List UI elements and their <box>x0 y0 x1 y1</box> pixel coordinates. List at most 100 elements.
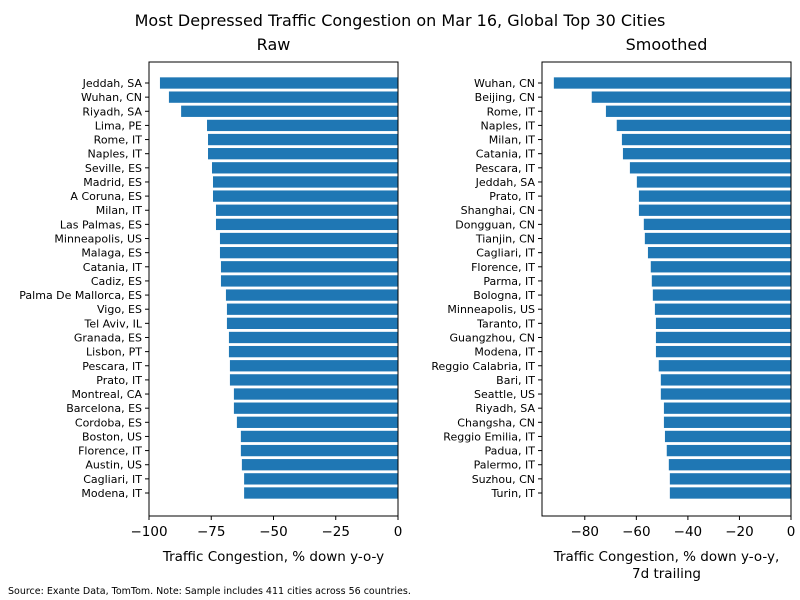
smoothed-bars <box>553 77 791 499</box>
smoothed-bar <box>644 232 791 245</box>
raw-bar <box>208 148 398 160</box>
smoothed-panel-title: Smoothed <box>626 35 708 54</box>
raw-bar <box>212 176 398 188</box>
raw-bar <box>236 416 398 428</box>
raw-bar <box>219 247 398 259</box>
smoothed-y-tick-label: Riyadh, SA <box>475 402 535 415</box>
raw-y-tick-label: Barcelona, ES <box>66 402 142 415</box>
raw-y-tick-label: Catania, IT <box>83 261 142 274</box>
smoothed-bar <box>660 374 791 386</box>
smoothed-y-tick-label: Prato, IT <box>489 190 535 203</box>
raw-bar <box>219 232 398 245</box>
raw-bar <box>208 133 398 146</box>
raw-bar <box>240 444 398 457</box>
raw-y-tick-label: Naples, IT <box>88 148 143 161</box>
smoothed-x-tick-label: −40 <box>674 524 703 540</box>
raw-x-axis-label: Traffic Congestion, % down y-o-y <box>162 549 384 565</box>
raw-y-tick-label: Las Palmas, ES <box>60 218 142 231</box>
smoothed-y-tick-label: Milan, IT <box>489 134 536 147</box>
raw-y-tick-label: Florence, IT <box>78 445 142 458</box>
smoothed-x-tick-label: −60 <box>622 524 651 540</box>
raw-bar <box>226 317 398 329</box>
raw-y-tick-label: Rome, IT <box>94 134 143 147</box>
figure-title: Most Depressed Traffic Congestion on Mar… <box>135 11 666 30</box>
smoothed-y-tick-label: Reggio Calabria, IT <box>431 360 535 373</box>
smoothed-y-tick-label: Wuhan, CN <box>474 77 535 90</box>
raw-x-tick-label: −25 <box>322 524 351 540</box>
raw-y-tick-label: Milan, IT <box>96 204 143 217</box>
raw-axes-frame <box>148 61 399 517</box>
raw-y-tick-label: Lisbon, PT <box>86 346 142 359</box>
raw-bar <box>159 77 398 89</box>
smoothed-y-tick-label: Shanghai, CN <box>461 204 535 217</box>
smoothed-axes-frame <box>541 61 792 517</box>
raw-bar <box>211 162 398 174</box>
raw-y-tick-label: Cadiz, ES <box>91 275 142 288</box>
smoothed-bar <box>669 487 791 499</box>
smoothed-y-tick-label: Jeddah, SA <box>475 176 536 189</box>
smoothed-bar <box>651 275 791 287</box>
raw-bar <box>215 218 398 231</box>
raw-y-tick-label: Cagliari, IT <box>83 473 142 486</box>
raw-y-tick-label: Austin, US <box>85 459 142 472</box>
smoothed-y-tick-label: Dongguan, CN <box>455 218 535 231</box>
raw-bar <box>220 275 398 287</box>
raw-y-tick-label: Jeddah, SA <box>82 77 143 90</box>
smoothed-x-tick-label: −80 <box>571 524 600 540</box>
smoothed-bar <box>655 317 791 329</box>
smoothed-y-tick-label: Seattle, US <box>474 388 535 401</box>
smoothed-bar <box>668 459 791 471</box>
raw-x-axis-ticks: −100 −75 −50 −25 0 <box>130 516 402 540</box>
smoothed-y-tick-label: Taranto, IT <box>476 317 535 330</box>
smoothed-y-tick-label: Suzhou, CN <box>472 473 535 486</box>
raw-y-tick-label: Palma De Mallorca, ES <box>19 289 142 302</box>
smoothed-y-tick-label: Catania, IT <box>476 148 535 161</box>
raw-bar <box>233 388 398 400</box>
raw-y-tick-label: Pescara, IT <box>82 360 142 373</box>
smoothed-bar <box>622 148 791 160</box>
smoothed-x-tick-label: 0 <box>787 524 796 540</box>
smoothed-y-tick-label: Cagliari, IT <box>476 247 535 260</box>
raw-x-tick-label: −100 <box>130 524 167 540</box>
smoothed-y-tick-label: Florence, IT <box>471 261 535 274</box>
smoothed-bar <box>652 289 791 301</box>
smoothed-y-tick-label: Pescara, IT <box>475 162 535 175</box>
raw-bar <box>240 430 398 443</box>
smoothed-y-tick-label: Rome, IT <box>487 105 536 118</box>
smoothed-y-tick-label: Naples, IT <box>481 119 536 132</box>
smoothed-bar <box>647 247 791 259</box>
raw-x-tick-label: −75 <box>197 524 226 540</box>
raw-bar <box>244 473 398 485</box>
raw-bar <box>229 360 398 372</box>
raw-bar <box>215 204 398 216</box>
raw-x-tick-label: −50 <box>259 524 288 540</box>
smoothed-y-tick-label: Minneapolis, US <box>447 303 535 316</box>
smoothed-bar <box>643 218 791 231</box>
raw-bar <box>181 105 398 117</box>
raw-bar <box>207 119 398 132</box>
raw-x-tick-label: 0 <box>394 524 403 540</box>
smoothed-bar <box>669 473 791 485</box>
raw-y-tick-label: Malaga, ES <box>81 247 142 260</box>
smoothed-x-axis-ticks: −80 −60 −40 −20 0 <box>571 516 796 540</box>
smoothed-bar <box>650 261 791 273</box>
smoothed-bar <box>654 303 791 315</box>
smoothed-x-axis-label: Traffic Congestion, % down y-o-y, <box>553 549 780 565</box>
smoothed-bar <box>666 444 791 457</box>
smoothed-bar <box>636 176 791 188</box>
raw-y-tick-label: Modena, IT <box>81 487 142 500</box>
raw-y-tick-label: Madrid, ES <box>83 176 142 189</box>
raw-y-tick-label: Tel Aviv, IL <box>84 317 143 330</box>
smoothed-bar <box>664 430 791 443</box>
smoothed-bar <box>638 190 791 202</box>
smoothed-y-tick-label: Parma, IT <box>483 275 535 288</box>
raw-bar <box>244 487 398 499</box>
raw-y-tick-label: Boston, US <box>82 430 142 443</box>
smoothed-y-tick-label: Modena, IT <box>474 346 535 359</box>
smoothed-bar <box>655 345 791 358</box>
raw-bars <box>159 77 398 499</box>
smoothed-bar <box>660 388 791 400</box>
